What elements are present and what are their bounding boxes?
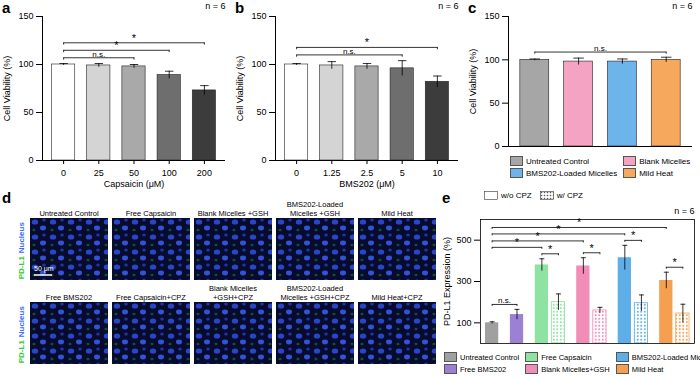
svg-text:100: 100 xyxy=(456,318,471,328)
html-text:Untreated Control: Untreated Control xyxy=(460,352,520,362)
html-text:e: e xyxy=(442,189,451,206)
svg-text:0: 0 xyxy=(261,155,266,165)
svg-text:n = 6: n = 6 xyxy=(205,1,225,11)
html-text:Nucleus: Nucleus xyxy=(16,221,26,253)
svg-text:PD-L1 Expression (%): PD-L1 Expression (%) xyxy=(442,237,452,326)
svg-text:10: 10 xyxy=(432,168,442,178)
html-text:Blank Micelles +GSH: Blank Micelles +GSH xyxy=(197,208,269,218)
html-text:Blank Micelles +GSH+CPZ: Blank Micelles +GSH+CPZ xyxy=(209,284,257,302)
svg-text:*: * xyxy=(577,216,582,228)
svg-text:0: 0 xyxy=(28,155,33,165)
svg-text:100: 100 xyxy=(18,59,33,69)
html-text:Free BMS202: Free BMS202 xyxy=(45,292,93,302)
svg-text:Cell Viability (%): Cell Viability (%) xyxy=(2,56,12,121)
html-text:Free Capsaicin: Free Capsaicin xyxy=(541,352,592,362)
svg-text:100: 100 xyxy=(484,55,499,65)
html-text:Blank Micelles+GSH: Blank Micelles+GSH xyxy=(541,364,610,374)
svg-text:n.s.: n.s. xyxy=(594,44,607,53)
svg-text:n.s.: n.s. xyxy=(92,50,105,59)
svg-text:BMS202 (μM): BMS202 (μM) xyxy=(339,179,395,189)
svg-text:*: * xyxy=(556,223,561,235)
svg-text:*: * xyxy=(631,229,636,241)
svg-text:200: 200 xyxy=(197,168,212,178)
svg-text:Cell Viability (%): Cell Viability (%) xyxy=(235,56,245,121)
html-text:c: c xyxy=(468,0,477,16)
svg-text:0: 0 xyxy=(61,168,66,178)
svg-text:*: * xyxy=(548,243,553,255)
html-text:Untreated Control: Untreated Control xyxy=(526,156,590,166)
html-text:Mild Heat: Mild Heat xyxy=(639,168,673,178)
html-text:w/o CPZ: w/o CPZ xyxy=(501,191,532,200)
svg-text:n = 6: n = 6 xyxy=(674,206,694,216)
html-text:BMS202-Loaded Micelles +GSH: BMS202-Loaded Micelles +GSH xyxy=(286,200,344,218)
svg-text:Cell Viability (%): Cell Viability (%) xyxy=(468,49,478,114)
html-text:w/ CPZ: w/ CPZ xyxy=(556,191,583,200)
svg-text:50 μm: 50 μm xyxy=(34,265,54,273)
svg-text:n = 6: n = 6 xyxy=(438,1,458,11)
svg-text:150: 150 xyxy=(18,11,33,21)
html-text:b: b xyxy=(235,0,245,16)
svg-text:100: 100 xyxy=(251,59,266,69)
svg-text:n.s.: n.s. xyxy=(498,296,511,305)
svg-text:n.s.: n.s. xyxy=(343,47,356,56)
html-text:PD-L1: PD-L1 xyxy=(16,256,26,280)
html-text:Untreated Control: Untreated Control xyxy=(39,208,99,218)
svg-text:5: 5 xyxy=(400,168,405,178)
html-text:Free Capsaicin+CPZ: Free Capsaicin+CPZ xyxy=(116,292,186,302)
html-text:Free Capsaicin: Free Capsaicin xyxy=(125,208,177,218)
svg-text:100: 100 xyxy=(162,168,177,178)
html-text:d: d xyxy=(2,189,12,206)
svg-text:150: 150 xyxy=(251,11,266,21)
html-text:Free BMS202: Free BMS202 xyxy=(460,364,507,374)
svg-text:*: * xyxy=(114,39,119,51)
svg-text:*: * xyxy=(672,256,677,268)
svg-text:50: 50 xyxy=(23,107,33,117)
html-text:Mild Heat: Mild Heat xyxy=(381,208,413,218)
svg-text:25: 25 xyxy=(94,168,104,178)
html-text:a: a xyxy=(2,0,11,16)
svg-text:50: 50 xyxy=(489,98,499,108)
svg-text:0: 0 xyxy=(294,168,299,178)
svg-text:1.25: 1.25 xyxy=(323,168,341,178)
html-text:BMS202-Loaded Micelles +GSH+CP: BMS202-Loaded Micelles +GSH+CPZ xyxy=(280,284,350,302)
html-text:Mild Heat+CPZ: Mild Heat+CPZ xyxy=(371,292,423,302)
html-text:Mild Heat: Mild Heat xyxy=(631,364,664,374)
html-text:PD-L1: PD-L1 xyxy=(16,340,26,364)
svg-text:Capsaicin (μM): Capsaicin (μM) xyxy=(104,179,165,189)
svg-text:500: 500 xyxy=(456,235,471,245)
html-text:BMS202-Loaded Micelles: BMS202-Loaded Micelles xyxy=(526,168,618,178)
svg-text:*: * xyxy=(132,32,137,44)
svg-text:150: 150 xyxy=(484,11,499,21)
svg-text:300: 300 xyxy=(456,276,471,286)
svg-text:50: 50 xyxy=(256,107,266,117)
svg-text:50: 50 xyxy=(129,168,139,178)
html-text:Blank Micelles: Blank Micelles xyxy=(639,156,691,166)
svg-text:*: * xyxy=(515,236,520,248)
svg-text:n = 6: n = 6 xyxy=(672,1,692,11)
svg-text:*: * xyxy=(365,36,370,48)
svg-text:0: 0 xyxy=(494,141,499,151)
svg-text:*: * xyxy=(536,230,541,242)
svg-text:*: * xyxy=(590,242,595,254)
html-text:Nucleus: Nucleus xyxy=(16,305,26,337)
svg-text:2.5: 2.5 xyxy=(361,168,374,178)
